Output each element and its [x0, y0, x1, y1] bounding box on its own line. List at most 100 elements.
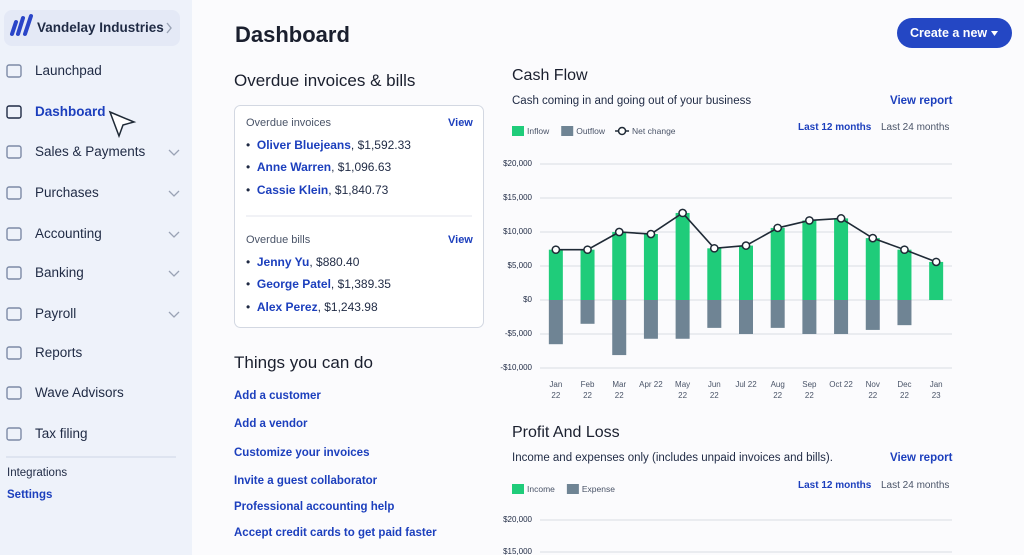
- nav-item[interactable]: Payroll: [35, 306, 77, 321]
- x-tick-label: Dec 22: [897, 380, 912, 400]
- nav-footer[interactable]: Settings: [7, 489, 53, 501]
- range-option[interactable]: Last 24 months: [881, 122, 950, 133]
- view-report[interactable]: View report: [890, 452, 953, 464]
- bar: [548, 249, 563, 300]
- nav-icon: [6, 386, 22, 400]
- y-tick-label: $20,000: [503, 515, 532, 524]
- range-option[interactable]: Last 24 months: [881, 480, 950, 491]
- bar: [739, 245, 753, 300]
- y-tick-label: $15,000: [503, 193, 532, 202]
- x-tick-label: Jan 23: [929, 380, 943, 400]
- nav-icon: [6, 227, 22, 241]
- bar: [865, 300, 880, 330]
- action-link[interactable]: Accept credit cards to get paid faster: [234, 527, 437, 539]
- chart-subtitle: Income and expenses only (includes unpai…: [512, 452, 833, 464]
- nav-item[interactable]: Accounting: [35, 226, 102, 241]
- nav-chevron: [168, 311, 180, 318]
- view-link[interactable]: View: [448, 117, 473, 129]
- net-change-point: [900, 245, 909, 255]
- section-title: Things you can do: [234, 353, 373, 372]
- legend-swatch: [512, 484, 524, 494]
- bar: [675, 212, 690, 300]
- create-button-label[interactable]: Create a new: [910, 26, 988, 40]
- legend-swatch: [566, 484, 579, 494]
- legend-label: Inflow: [527, 126, 550, 136]
- y-tick-label: $0: [523, 295, 532, 304]
- nav-chevron: [168, 270, 180, 277]
- nav-item[interactable]: Launchpad: [35, 63, 102, 78]
- net-change-point: [551, 245, 561, 255]
- legend-swatch: [512, 126, 524, 136]
- amount: $1,243.98: [324, 299, 378, 314]
- net-change-point: [678, 208, 687, 218]
- x-tick-label: Jan 22: [549, 380, 563, 400]
- x-tick-label: Jul 22: [735, 380, 757, 389]
- x-tick-label: Nov 22: [865, 380, 880, 400]
- contact-link[interactable]: Oliver Bluejeans: [257, 138, 358, 152]
- contact-link[interactable]: Anne Warren: [257, 160, 338, 174]
- x-tick-label: Jun 22: [707, 380, 721, 400]
- contact-link[interactable]: Cassie Klein: [257, 183, 335, 197]
- overdue-item: Alex Perez$1,243.98: [246, 298, 378, 316]
- nav-footer[interactable]: Integrations: [7, 467, 68, 479]
- bar: [612, 300, 627, 356]
- nav-chevron: [168, 149, 180, 156]
- amount: $1,592.33: [357, 138, 411, 152]
- nav-item[interactable]: Reports: [35, 345, 83, 360]
- bar: [612, 232, 627, 300]
- range-option[interactable]: Last 12 months: [798, 480, 872, 491]
- bar: [897, 249, 912, 300]
- bar: [548, 300, 563, 345]
- overdue-item: George Patel$1,389.35: [246, 275, 391, 293]
- legend-label: Expense: [581, 484, 615, 494]
- bar: [897, 300, 912, 326]
- bar: [834, 300, 849, 334]
- contact-link[interactable]: Alex Perez: [257, 300, 324, 314]
- nav-item[interactable]: Tax filing: [35, 426, 88, 441]
- action-link[interactable]: Add a customer: [234, 390, 321, 402]
- nav-icon: [6, 346, 22, 360]
- nav-item[interactable]: Sales & Payments: [35, 144, 146, 159]
- action-link[interactable]: Add a vendor: [234, 418, 308, 430]
- bar: [770, 227, 785, 300]
- overdue-item: Jenny Yu$880.40: [246, 253, 360, 271]
- chart-title: Profit And Loss: [512, 424, 620, 441]
- contact-link[interactable]: Jenny Yu: [257, 255, 316, 269]
- legend-swatch: [561, 126, 574, 136]
- nav-item[interactable]: Wave Advisors: [35, 385, 124, 400]
- bar: [580, 249, 595, 300]
- nav-item[interactable]: Dashboard: [35, 104, 106, 119]
- card-heading: Overdue bills: [246, 234, 311, 246]
- nav-item[interactable]: Banking: [35, 265, 84, 280]
- bar: [739, 300, 753, 334]
- brand-chevron: [166, 22, 172, 34]
- bar: [929, 261, 944, 300]
- brand-name[interactable]: Vandelay Industries: [37, 20, 164, 35]
- legend-marker: [617, 126, 627, 136]
- net-change-point: [709, 243, 719, 253]
- y-tick-label: $15,000: [503, 547, 532, 555]
- overdue-item: Anne Warren$1,096.63: [246, 158, 391, 176]
- x-tick-label: May 22: [675, 380, 691, 400]
- action-link[interactable]: Customize your invoices: [234, 447, 370, 459]
- net-change-point: [646, 229, 656, 239]
- action-link[interactable]: Invite a guest collaborator: [234, 475, 378, 487]
- cursor: [108, 110, 137, 139]
- x-tick-label: Sep 22: [802, 380, 817, 400]
- action-link[interactable]: Professional accounting help: [234, 501, 395, 513]
- overdue-item: Oliver Bluejeans$1,592.33: [246, 136, 411, 154]
- y-tick-label: -$10,000: [500, 363, 532, 372]
- create-button[interactable]: [897, 18, 1012, 48]
- bar: [707, 248, 722, 300]
- brand-box[interactable]: [4, 10, 180, 46]
- nav-icon: [6, 266, 22, 280]
- range-option[interactable]: Last 12 months: [798, 122, 872, 133]
- bar: [865, 238, 880, 300]
- view-report[interactable]: View report: [890, 95, 953, 107]
- bar: [675, 300, 690, 339]
- view-link[interactable]: View: [448, 234, 473, 246]
- section-title: Overdue invoices & bills: [234, 71, 416, 90]
- contact-link[interactable]: George Patel: [257, 277, 338, 291]
- nav-item[interactable]: Purchases: [35, 185, 99, 200]
